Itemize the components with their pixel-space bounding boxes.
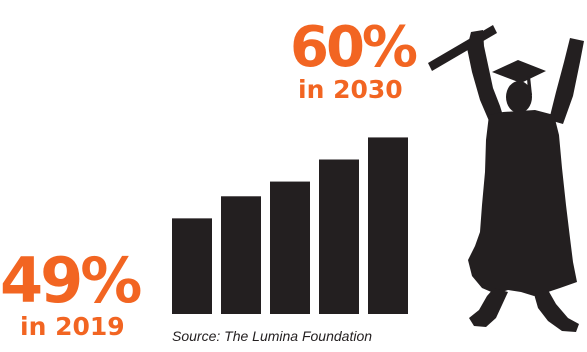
target-year-label: in 2030 — [298, 75, 403, 104]
source-note: Source: The Lumina Foundation — [172, 328, 373, 344]
start-percentage: 49% — [0, 244, 142, 317]
bar-2 — [221, 196, 261, 314]
bar-4 — [319, 159, 359, 314]
bar-5 — [368, 137, 408, 314]
bar-3 — [270, 181, 310, 314]
start-year-label: in 2019 — [20, 312, 125, 341]
bar-1 — [172, 218, 212, 314]
target-percentage: 60% — [290, 15, 418, 80]
